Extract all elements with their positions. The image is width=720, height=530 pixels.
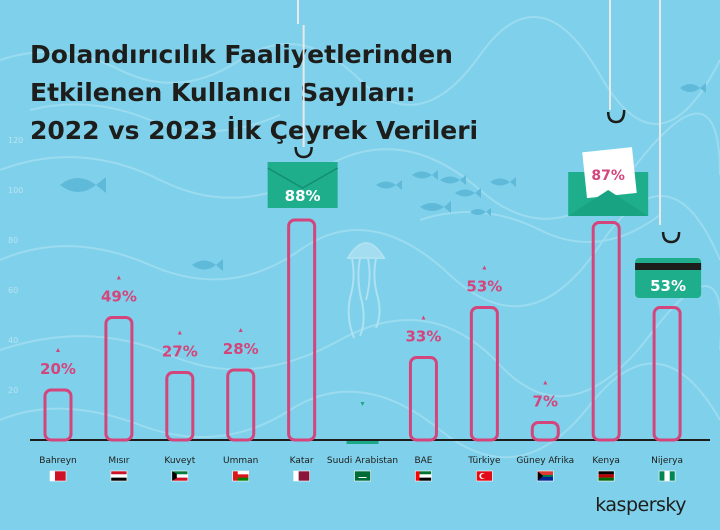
- flag-kuwait-icon: [171, 470, 189, 482]
- category-label: Bahreyn: [39, 456, 76, 466]
- up-arrow-icon: [543, 380, 548, 385]
- bar: [226, 368, 256, 442]
- fish-hook-icon: [661, 231, 681, 244]
- bar: [43, 388, 73, 442]
- value-label: 28%: [223, 340, 259, 358]
- fishing-lines: [297, 0, 661, 225]
- value-label: 49%: [101, 288, 137, 306]
- zero-bar-marker: [346, 441, 379, 444]
- title-line-1: Dolandırıcılık Faaliyetlerinden: [30, 40, 453, 69]
- jellyfish-decoration: [346, 242, 386, 339]
- category-label: BAE: [414, 456, 432, 466]
- title-line-2: Etkilenen Kullanıcı Sayıları:: [30, 78, 416, 107]
- y-tick-label: 80: [8, 236, 18, 245]
- fish-hook-icon: [294, 146, 313, 159]
- fish-decorations: [60, 83, 706, 271]
- category-label: Katar: [290, 456, 314, 466]
- down-arrow-icon: [360, 402, 365, 406]
- flag-uae-icon: [415, 470, 432, 482]
- up-arrow-icon: [56, 348, 60, 352]
- flag-saudi-arabia-icon: [354, 470, 371, 482]
- y-tick-label: 60: [8, 286, 18, 295]
- category-label: Umman: [223, 456, 258, 466]
- bar: [530, 421, 560, 442]
- letter-paper: [582, 147, 637, 199]
- up-arrow-icon: [116, 275, 121, 280]
- flag-south-africa-icon: [536, 470, 554, 482]
- category-label: Suudi Arabistan: [327, 456, 398, 466]
- value-label: 20%: [40, 360, 76, 378]
- value-label: 27%: [162, 343, 198, 361]
- y-tick-label: 20: [8, 386, 18, 395]
- bar: [104, 316, 134, 442]
- flag-nigeria-icon: [658, 470, 676, 482]
- category-label: Güney Afrika: [516, 456, 574, 466]
- up-arrow-icon: [177, 330, 182, 335]
- category-label: Mısır: [108, 456, 129, 466]
- value-label: 7%: [533, 393, 558, 411]
- value-label: 53%: [650, 277, 686, 295]
- chart-title: Dolandırıcılık Faaliyetlerinden Etkilene…: [30, 36, 630, 150]
- title-line-3: 2022 vs 2023 İlk Çeyrek Verileri: [30, 116, 479, 145]
- envelope-front: [568, 190, 649, 216]
- bar: [287, 218, 317, 442]
- card-stripe: [635, 263, 702, 270]
- value-label: 88%: [285, 187, 321, 205]
- flag-turkey-icon: [476, 470, 493, 482]
- envelope-flap: [267, 167, 339, 189]
- bar: [591, 221, 621, 442]
- up-arrow-icon: [421, 315, 426, 320]
- flag-bahrain-icon: [49, 470, 67, 482]
- bar: [408, 356, 438, 442]
- y-tick-label: 120: [8, 136, 23, 145]
- up-arrow-icon: [238, 328, 243, 332]
- fish-hook-icon: [606, 109, 626, 124]
- bar: [165, 371, 195, 442]
- kaspersky-logo: kaspersky: [595, 494, 686, 516]
- category-label: Türkiye: [467, 456, 501, 466]
- envelope-icon: [267, 162, 338, 208]
- value-label: 87%: [591, 168, 625, 184]
- category-label: Kenya: [592, 456, 620, 466]
- flag-oman-icon: [232, 470, 250, 482]
- category-label: Nijerya: [651, 456, 683, 466]
- flag-egypt-icon: [110, 470, 128, 482]
- up-arrow-icon: [482, 265, 487, 270]
- category-label: Kuveyt: [164, 456, 195, 466]
- value-label: 53%: [466, 278, 502, 296]
- y-tick-label: 100: [8, 186, 23, 195]
- y-tick-label: 40: [8, 336, 18, 345]
- value-label: 33%: [406, 328, 442, 346]
- bar: [652, 306, 682, 442]
- bar: [469, 306, 499, 442]
- flag-qatar-icon: [293, 470, 310, 482]
- flag-kenya-icon: [597, 470, 615, 482]
